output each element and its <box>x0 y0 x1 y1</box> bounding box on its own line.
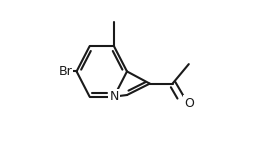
Text: N: N <box>109 90 119 103</box>
Text: Br: Br <box>58 65 72 78</box>
Text: O: O <box>184 97 194 110</box>
